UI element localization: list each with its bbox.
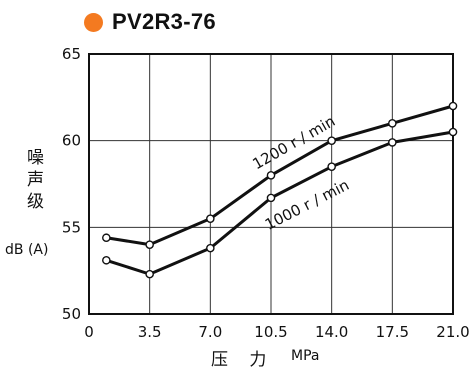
plot-frame — [88, 53, 454, 315]
x-tick-label: 7.0 — [198, 323, 222, 341]
y-tick-label: 60 — [62, 132, 81, 150]
series-label-1: 1200 r / min — [249, 112, 338, 173]
y-tick-label: 65 — [62, 45, 81, 63]
y-axis-label-char-2: 声 — [27, 170, 44, 190]
data-point — [388, 119, 397, 128]
y-axis-label-char-1: 噪 — [27, 148, 44, 168]
x-tick-label: 10.5 — [254, 323, 287, 341]
y-tick-label: 50 — [62, 305, 81, 323]
chart-title: PV2R3-76 — [112, 9, 216, 34]
data-point — [327, 162, 336, 171]
tick-labels: 0 3.5 7.0 10.5 14.0 17.5 21.0 50 55 60 65 — [62, 45, 470, 341]
data-point — [206, 243, 215, 253]
data-point — [102, 255, 111, 265]
grid — [89, 54, 453, 314]
y-axis-unit: dB (A) — [5, 242, 49, 258]
data-point — [206, 214, 215, 223]
series-label-2: 1000 r / min — [262, 176, 352, 234]
data-point — [145, 240, 154, 249]
data-point — [327, 136, 336, 145]
data-point — [448, 101, 458, 111]
chart-header: PV2R3-76 — [84, 6, 216, 38]
x-tick-label: 0 — [84, 323, 94, 341]
x-tick-label: 14.0 — [315, 323, 348, 341]
data-point — [102, 233, 111, 243]
data-point — [388, 138, 397, 147]
data-point — [448, 127, 458, 137]
x-tick-label: 21.0 — [436, 323, 469, 341]
data-point — [266, 193, 276, 203]
x-tick-label: 17.5 — [376, 323, 409, 341]
x-axis-label: 压 力 — [211, 350, 275, 370]
y-tick-label: 55 — [62, 218, 81, 236]
x-tick-label: 3.5 — [138, 323, 162, 341]
x-axis-unit: MPa — [291, 348, 320, 364]
data-point — [145, 269, 154, 279]
y-axis-label-char-3: 级 — [27, 192, 44, 212]
data-point — [266, 171, 276, 180]
orange-bullet-icon — [84, 12, 103, 32]
